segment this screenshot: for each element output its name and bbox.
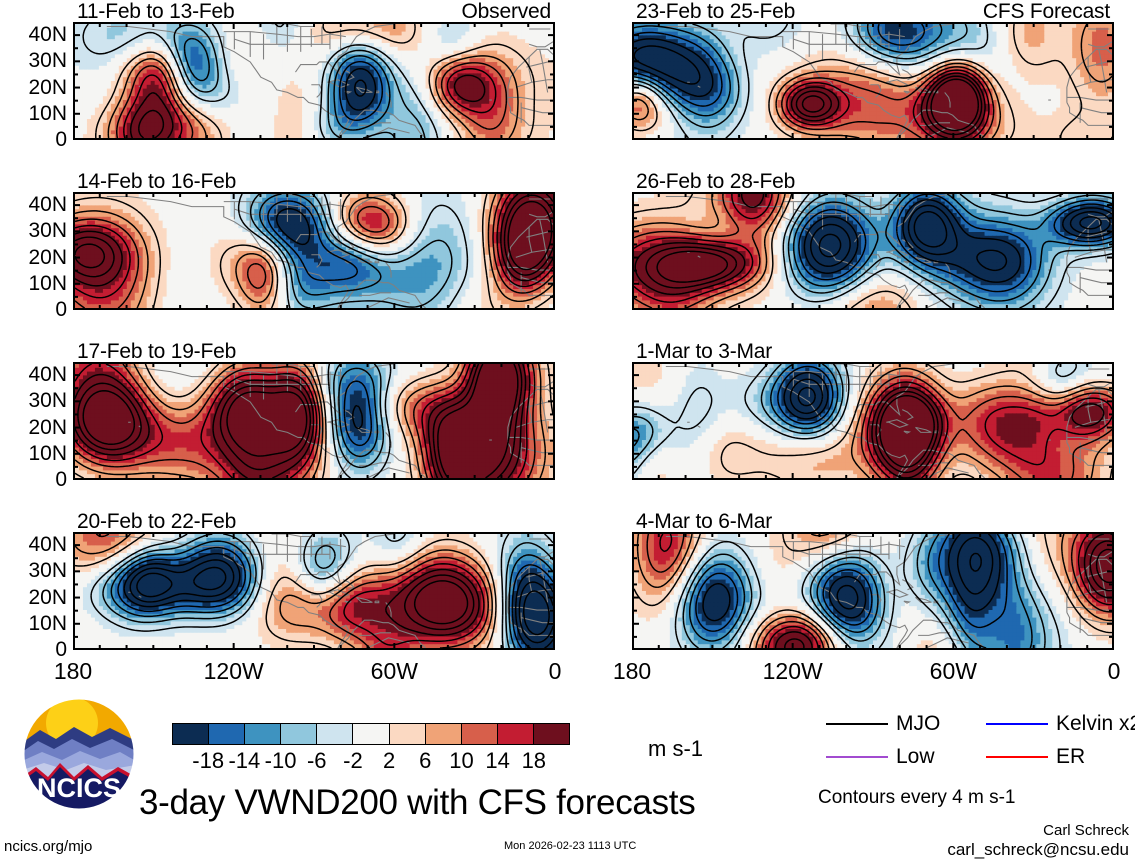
- colorbar-band-1: [209, 724, 245, 744]
- legend-line-swatch: [986, 756, 1048, 758]
- colorbar-units-label: m s-1: [648, 736, 703, 762]
- panel-title: 23-Feb to 25-Feb: [636, 0, 795, 24]
- column-header-0: Observed: [462, 0, 551, 24]
- y-tick-label: 20N: [28, 246, 67, 270]
- colorbar-band-7: [426, 724, 462, 744]
- x-tick-label: 0: [549, 658, 562, 685]
- y-tick-label: 40N: [28, 533, 67, 557]
- legend-line-swatch: [826, 756, 888, 758]
- y-tick-label: 40N: [28, 193, 67, 217]
- map-panel[interactable]: [632, 192, 1114, 310]
- colorbar-tick-4: -2: [343, 748, 363, 774]
- colorbar: [172, 723, 570, 745]
- colorbar-band-4: [317, 724, 353, 744]
- colorbar-tick-0: -18: [192, 748, 224, 774]
- y-tick-label: 20N: [28, 416, 67, 440]
- colorbar-band-5: [353, 724, 389, 744]
- y-tick-label: 10N: [28, 272, 67, 296]
- map-panel[interactable]: [632, 532, 1114, 650]
- legend-item-mjo: MJO: [826, 712, 940, 736]
- panel-title: 4-Mar to 6-Mar: [636, 510, 772, 534]
- panel-title: 1-Mar to 3-Mar: [636, 340, 772, 364]
- y-tick-label: 30N: [28, 389, 67, 413]
- legend-line-swatch: [986, 723, 1048, 725]
- colorbar-band-8: [462, 724, 498, 744]
- legend-item-er: ER: [986, 745, 1085, 769]
- column-header-1: CFS Forecast: [983, 0, 1110, 24]
- y-tick-label: 10N: [28, 612, 67, 636]
- colorbar-tick-6: 6: [419, 748, 431, 774]
- map-panel[interactable]: [73, 362, 555, 480]
- x-tick-label: 180: [54, 658, 92, 685]
- y-tick-label: 0: [55, 298, 67, 322]
- ncics-logo-text: NCICS: [37, 773, 121, 803]
- colorbar-tick-9: 18: [522, 748, 546, 774]
- x-tick-label: 120W: [204, 658, 264, 685]
- x-tick-label: 60W: [371, 658, 418, 685]
- panel-title: 14-Feb to 16-Feb: [77, 170, 236, 194]
- legend-line-swatch: [826, 723, 888, 725]
- y-tick-label: 10N: [28, 442, 67, 466]
- site-url-label: ncics.org/mjo: [4, 838, 92, 855]
- map-panel[interactable]: [632, 362, 1114, 480]
- panel-title: 26-Feb to 28-Feb: [636, 170, 795, 194]
- legend-label: Kelvin x2: [1056, 712, 1135, 736]
- colorbar-tick-7: 10: [449, 748, 473, 774]
- x-tick-label: 0: [1108, 658, 1121, 685]
- colorbar-tick-5: 2: [383, 748, 395, 774]
- colorbar-tick-8: 14: [485, 748, 509, 774]
- author-label: Carl Schreck: [1043, 822, 1129, 839]
- ncics-logo: NCICS: [22, 697, 136, 811]
- colorbar-band-9: [498, 724, 534, 744]
- map-panel[interactable]: [73, 192, 555, 310]
- legend-label: ER: [1056, 745, 1085, 769]
- x-tick-label: 60W: [930, 658, 977, 685]
- panel-title: 11-Feb to 13-Feb: [77, 0, 235, 24]
- y-tick-label: 20N: [28, 76, 67, 100]
- map-panel[interactable]: [632, 22, 1114, 140]
- colorbar-band-2: [245, 724, 281, 744]
- colorbar-band-0: [173, 724, 209, 744]
- colorbar-tick-1: -14: [228, 748, 260, 774]
- timestamp-label: Mon 2026-02-23 1113 UTC: [504, 840, 636, 852]
- legend-label: MJO: [896, 712, 940, 736]
- colorbar-tick-2: -10: [265, 748, 297, 774]
- y-tick-label: 0: [55, 128, 67, 152]
- y-tick-label: 20N: [28, 586, 67, 610]
- panel-title: 20-Feb to 22-Feb: [77, 510, 236, 534]
- colorbar-tick-3: -6: [307, 748, 327, 774]
- colorbar-band-3: [281, 724, 317, 744]
- colorbar-band-6: [390, 724, 426, 744]
- x-tick-label: 180: [613, 658, 651, 685]
- y-tick-label: 30N: [28, 559, 67, 583]
- y-tick-label: 30N: [28, 219, 67, 243]
- contour-interval-note: Contours every 4 m s-1: [818, 787, 1015, 809]
- y-tick-label: 30N: [28, 49, 67, 73]
- y-tick-label: 40N: [28, 23, 67, 47]
- y-tick-label: 0: [55, 468, 67, 492]
- map-panel[interactable]: [73, 532, 555, 650]
- y-tick-label: 10N: [28, 102, 67, 126]
- legend-item-kelvin-x2: Kelvin x2: [986, 712, 1135, 736]
- map-panel[interactable]: [73, 22, 555, 140]
- email-label: carl_schreck@ncsu.edu: [947, 840, 1129, 860]
- main-title: 3-day VWND200 with CFS forecasts: [139, 783, 695, 823]
- legend-item-low: Low: [826, 745, 935, 769]
- legend-label: Low: [896, 745, 935, 769]
- panel-title: 17-Feb to 19-Feb: [77, 340, 236, 364]
- x-tick-label: 120W: [763, 658, 823, 685]
- y-tick-label: 40N: [28, 363, 67, 387]
- colorbar-band-10: [534, 724, 569, 744]
